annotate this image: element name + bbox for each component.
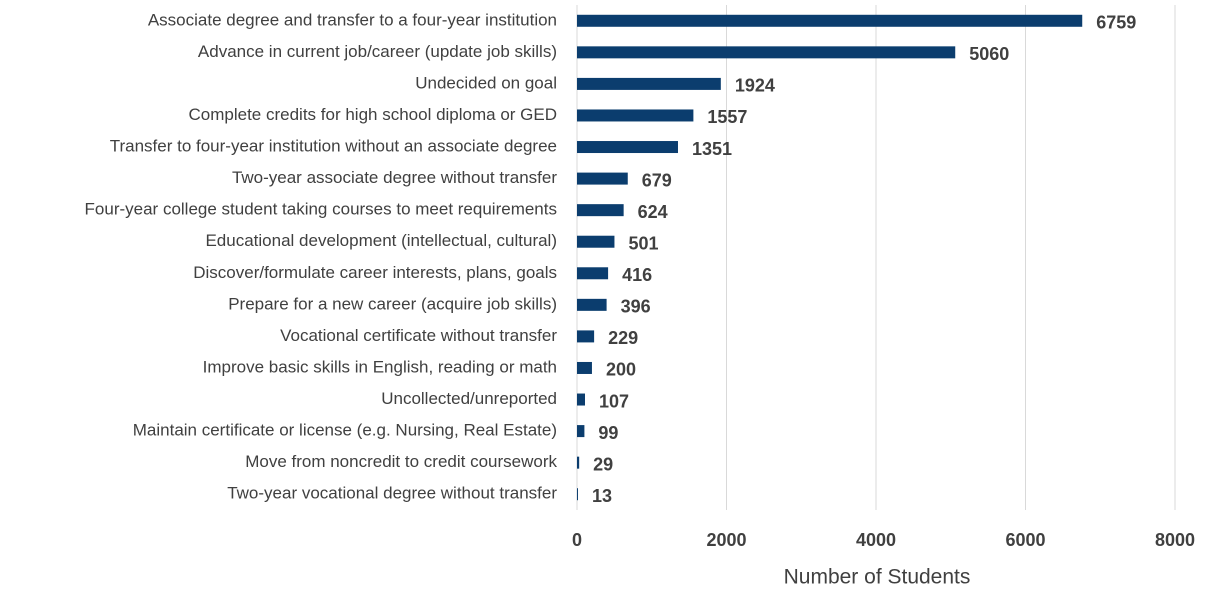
bar xyxy=(577,172,628,185)
category-label: Undecided on goal xyxy=(415,73,557,92)
bar xyxy=(577,77,721,90)
category-label: Associate degree and transfer to a four-… xyxy=(148,10,557,29)
value-label: 624 xyxy=(638,202,668,222)
value-label: 13 xyxy=(592,486,612,506)
x-tick-label: 2000 xyxy=(706,530,746,550)
value-label: 1924 xyxy=(735,76,775,96)
x-axis-title: Number of Students xyxy=(784,566,971,589)
x-tick-label: 6000 xyxy=(1005,530,1045,550)
bar xyxy=(577,393,585,406)
category-label: Two-year associate degree without transf… xyxy=(232,168,557,187)
category-label: Uncollected/unreported xyxy=(381,389,557,408)
category-label: Complete credits for high school diploma… xyxy=(189,105,558,124)
value-label: 107 xyxy=(599,391,629,411)
category-label: Advance in current job/career (update jo… xyxy=(198,42,557,61)
bar xyxy=(577,456,580,469)
value-label: 229 xyxy=(608,328,638,348)
bar xyxy=(577,361,592,374)
bar xyxy=(577,298,607,311)
value-label: 679 xyxy=(642,170,672,190)
category-label: Move from noncredit to credit coursework xyxy=(245,452,557,471)
x-tick-label: 0 xyxy=(572,530,582,550)
x-tick-label: 4000 xyxy=(856,530,896,550)
category-label: Four-year college student taking courses… xyxy=(85,200,557,219)
category-label: Two-year vocational degree without trans… xyxy=(227,484,557,503)
bar xyxy=(577,425,585,438)
value-label: 416 xyxy=(622,265,652,285)
value-label: 5060 xyxy=(969,44,1009,64)
value-label: 1351 xyxy=(692,139,732,159)
category-label: Vocational certificate without transfer xyxy=(280,326,557,345)
bar xyxy=(577,330,595,343)
value-label: 6759 xyxy=(1096,13,1136,33)
bar xyxy=(577,46,956,59)
value-label: 29 xyxy=(593,454,613,474)
bar xyxy=(577,141,678,154)
category-label: Transfer to four-year institution withou… xyxy=(110,137,557,156)
bar xyxy=(577,267,609,280)
bar xyxy=(577,488,578,501)
category-label: Educational development (intellectual, c… xyxy=(205,231,557,250)
bar xyxy=(577,109,694,122)
x-tick-label: 8000 xyxy=(1155,530,1195,550)
category-label: Maintain certificate or license (e.g. Nu… xyxy=(133,421,557,440)
bar xyxy=(577,14,1083,27)
value-label: 501 xyxy=(628,233,658,253)
value-label: 99 xyxy=(598,423,618,443)
value-label: 200 xyxy=(606,360,636,380)
bar xyxy=(577,235,615,248)
category-label: Prepare for a new career (acquire job sk… xyxy=(228,294,557,313)
category-label: Improve basic skills in English, reading… xyxy=(203,357,557,376)
category-label: Discover/formulate career interests, pla… xyxy=(193,263,557,282)
bar xyxy=(577,204,624,217)
value-label: 396 xyxy=(621,297,651,317)
value-label: 1557 xyxy=(707,107,747,127)
